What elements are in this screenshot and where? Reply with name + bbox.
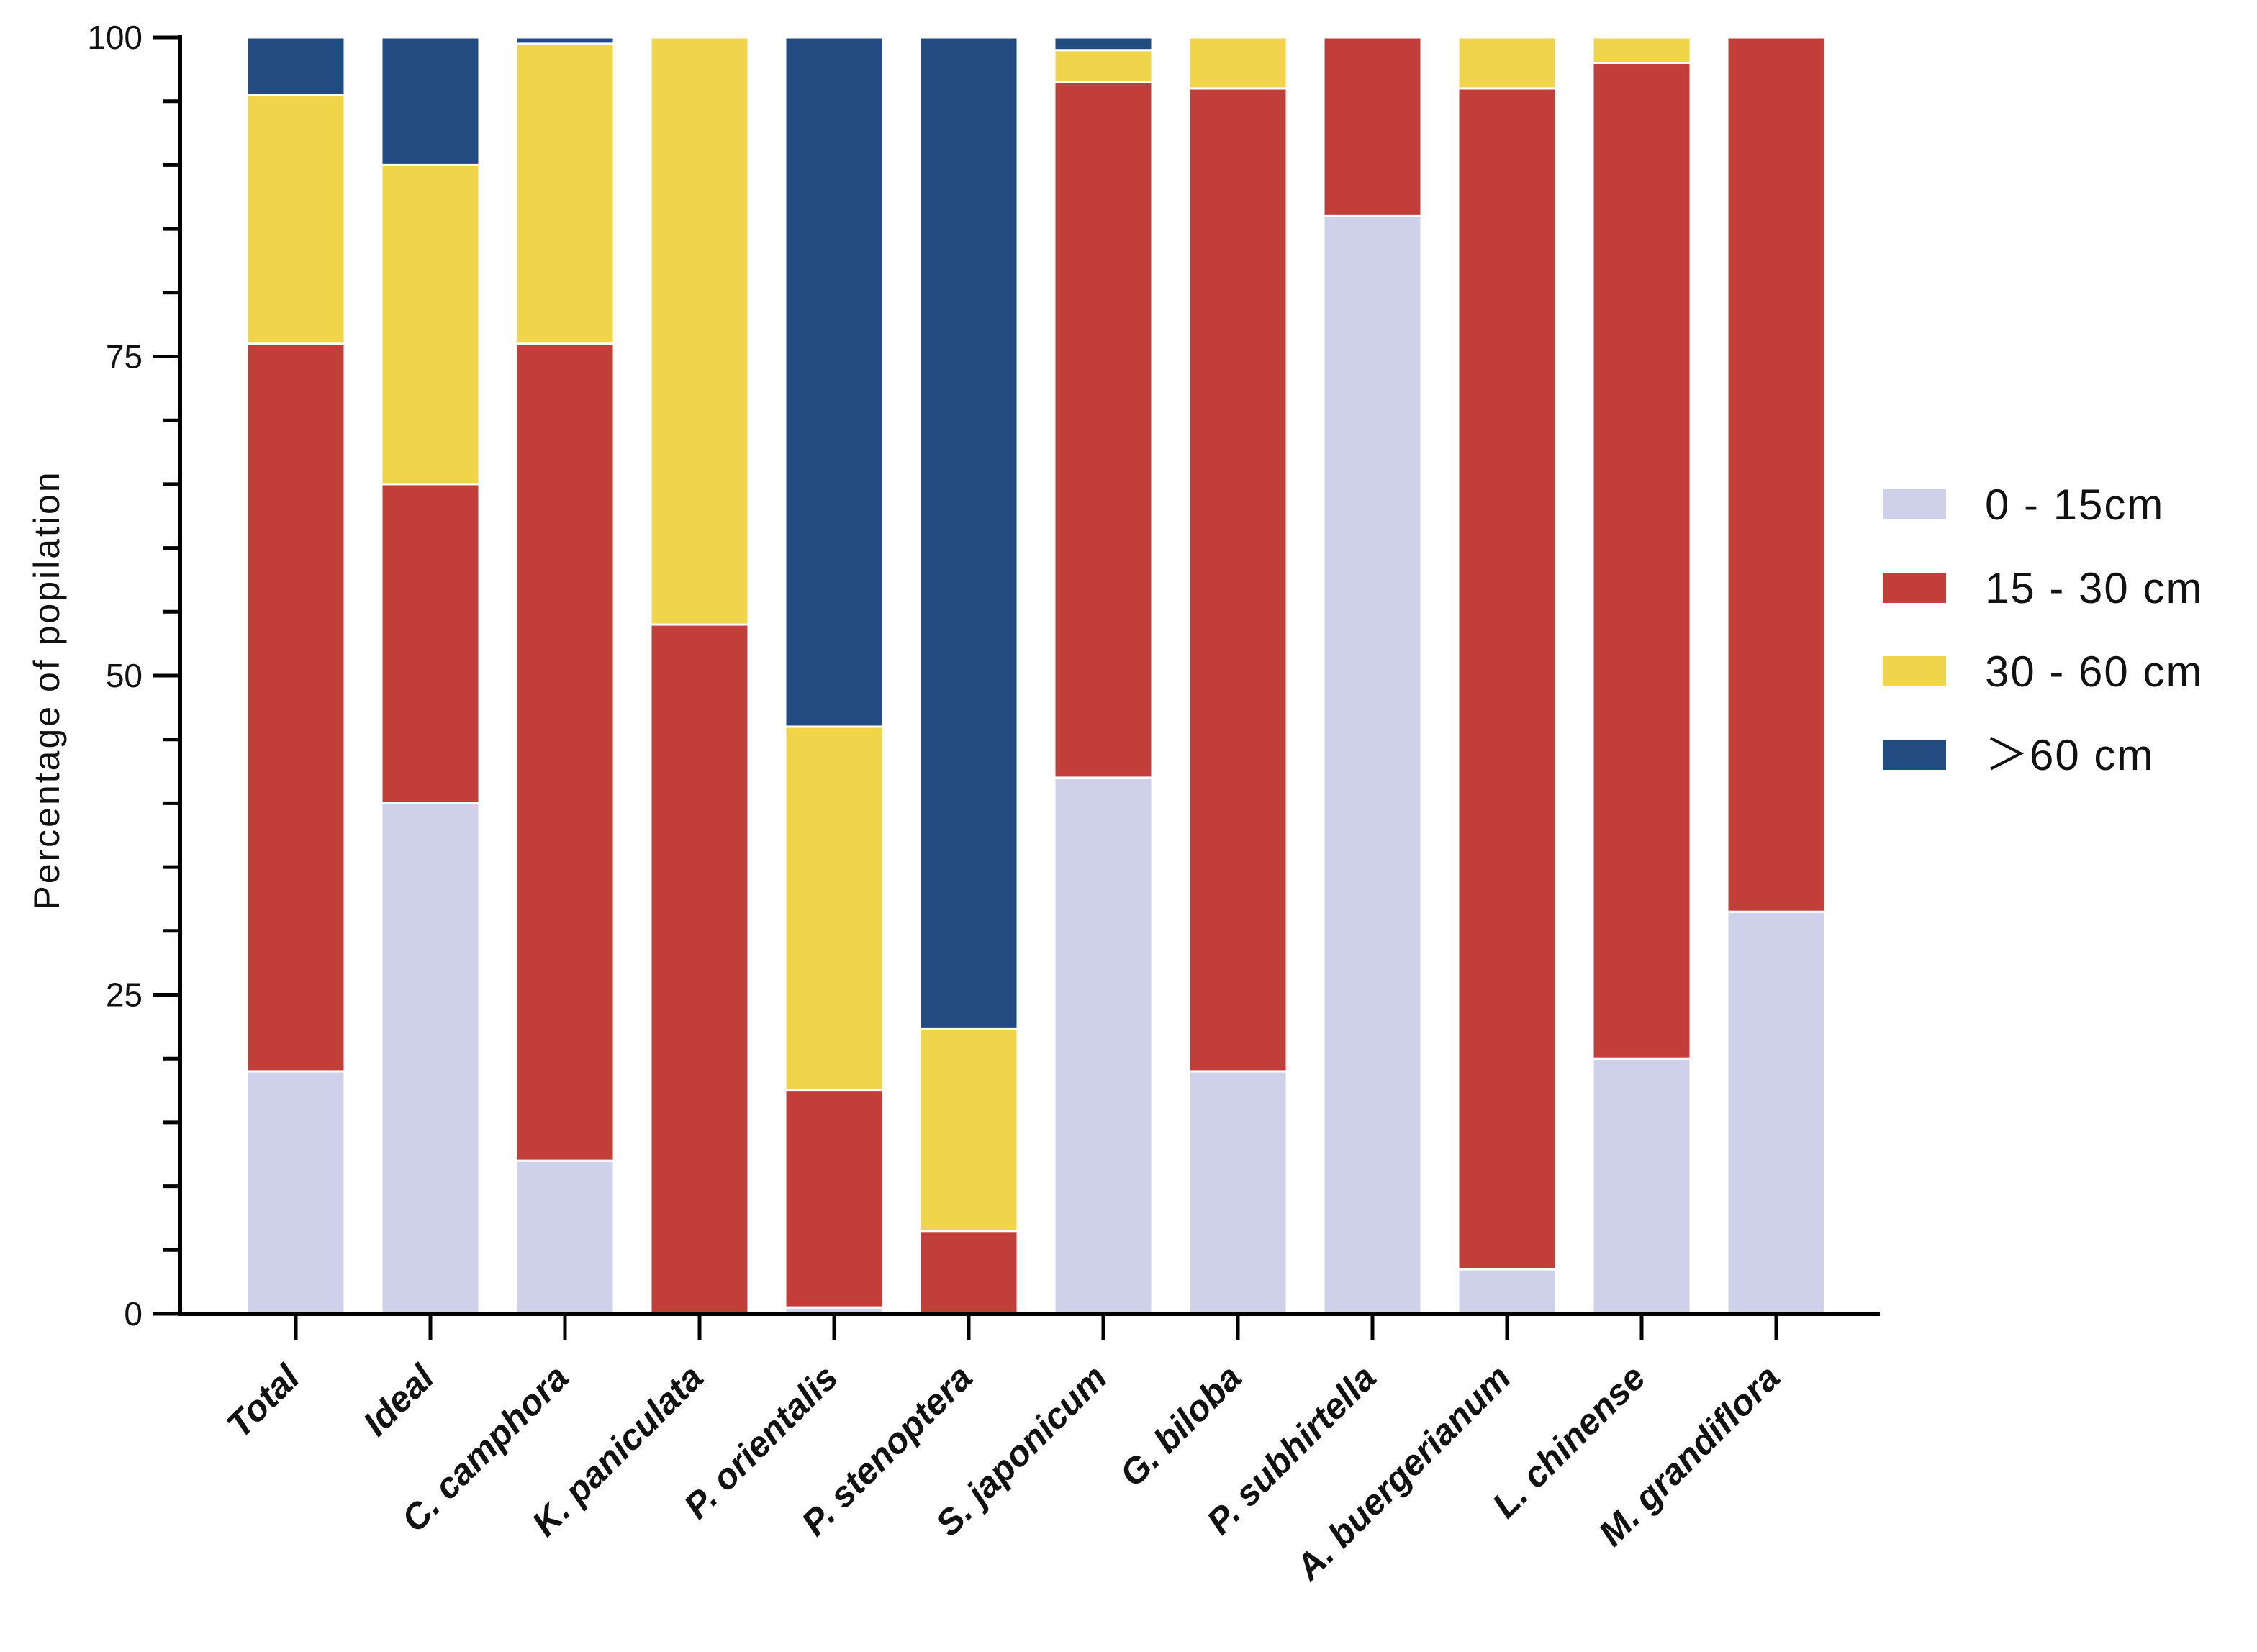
bar-segment-3-1	[649, 623, 750, 1315]
y-tick-label: 50	[106, 657, 143, 694]
legend: 0 - 15cm 15 - 30 cm 30 - 60 cm ＞60 cm	[1883, 481, 2203, 779]
bar-segment-4-2	[784, 725, 885, 1092]
axes-layer	[153, 35, 1880, 1340]
bar-segment-6-2	[1053, 49, 1154, 83]
bar-segment-2-3	[515, 36, 615, 45]
bar-segment-9-0	[1457, 1268, 1557, 1315]
bar-segment-5-3	[918, 36, 1019, 1030]
legend-swatch	[1883, 489, 1946, 519]
bar-segment-1-0	[380, 802, 481, 1315]
x-tick-label: Total	[219, 1356, 308, 1446]
bar-segment-5-1	[918, 1230, 1019, 1315]
bar-segment-11-0	[1726, 910, 1827, 1315]
bar-segment-1-3	[380, 36, 481, 166]
bar-segment-8-1	[1322, 36, 1423, 217]
legend-swatch	[1883, 656, 1946, 686]
bar-segment-9-1	[1457, 87, 1557, 1271]
bar-segment-9-2	[1457, 36, 1557, 90]
bar-segment-1-1	[380, 483, 481, 804]
bar-segment-3-2	[649, 36, 750, 626]
legend-label: 15 - 30 cm	[1985, 564, 2203, 612]
bar-segment-0-0	[245, 1070, 346, 1315]
bar-segment-4-1	[784, 1089, 885, 1309]
y-tick-label: 75	[106, 338, 143, 376]
bar-segment-4-3	[784, 36, 885, 728]
bar-segment-11-1	[1726, 36, 1827, 913]
x-tick-label: Ideal	[356, 1356, 443, 1443]
y-tick-label: 100	[87, 19, 143, 56]
bar-segment-5-2	[918, 1027, 1019, 1233]
y-tick-label: 0	[124, 1295, 143, 1333]
bar-segment-0-1	[245, 342, 346, 1073]
bar-segment-6-3	[1053, 36, 1154, 52]
bar-segment-10-1	[1591, 61, 1692, 1060]
bar-segment-10-0	[1591, 1057, 1692, 1315]
legend-label: 30 - 60 cm	[1985, 648, 2203, 696]
bar-segment-10-2	[1591, 36, 1692, 64]
bar-segment-2-0	[515, 1159, 615, 1315]
legend-swatch	[1883, 573, 1946, 603]
x-tick-label: G. biloba	[1112, 1357, 1249, 1494]
y-axis-title: Percentage of popilation	[27, 470, 67, 909]
legend-swatch	[1883, 740, 1946, 770]
bar-segment-2-2	[515, 42, 615, 345]
bar-segment-7-0	[1188, 1070, 1288, 1315]
bar-segment-7-1	[1188, 87, 1288, 1073]
bar-segment-8-0	[1322, 214, 1423, 1315]
bar-segment-2-1	[515, 342, 615, 1162]
bar-segment-6-0	[1053, 776, 1154, 1315]
y-tick-label: 25	[106, 976, 143, 1014]
bar-segment-1-2	[380, 163, 481, 486]
bar-segment-6-1	[1053, 81, 1154, 779]
bar-segment-7-2	[1188, 36, 1288, 90]
bar-segment-0-2	[245, 94, 346, 345]
legend-label: ＞60 cm	[1985, 731, 2154, 779]
legend-label: 0 - 15cm	[1985, 481, 2164, 529]
bars-layer	[245, 36, 1827, 1315]
bar-segment-0-3	[245, 36, 346, 96]
